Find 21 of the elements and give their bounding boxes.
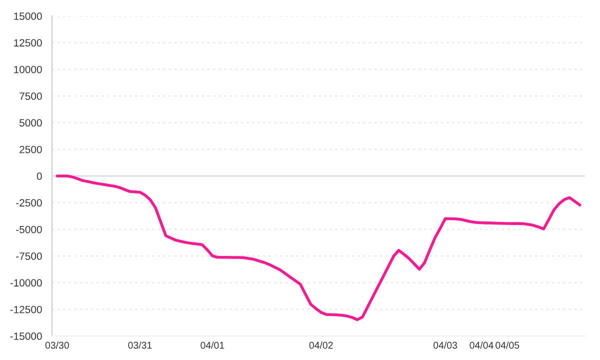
y-tick-label: 7500 — [20, 92, 42, 100]
x-tick-label: 03/30 — [45, 342, 69, 349]
y-tick-label: 10000 — [14, 66, 42, 74]
x-tick-label: 04/04 — [470, 342, 494, 349]
y-tick-label: -15000 — [10, 332, 42, 340]
y-tick-label: -2500 — [16, 199, 42, 207]
y-tick-label: -7500 — [16, 252, 42, 260]
y-tick-label: 15000 — [14, 12, 42, 20]
y-tick-label: 2500 — [20, 146, 42, 154]
y-tick-label: 5000 — [20, 119, 42, 127]
line-series — [56, 174, 582, 322]
y-tick-label: 12500 — [14, 39, 42, 47]
x-tick-label: 04/05 — [496, 342, 520, 349]
x-tick-label: 04/01 — [200, 342, 224, 349]
y-tick-label: -12500 — [10, 306, 42, 314]
x-tick-label: 03/31 — [128, 342, 152, 349]
x-tick-label: 04/02 — [309, 342, 333, 349]
y-tick-label: -5000 — [16, 226, 42, 234]
x-tick-label: 04/03 — [434, 342, 458, 349]
y-tick-label: 0 — [36, 172, 42, 180]
y-tick-label: -10000 — [10, 279, 42, 287]
